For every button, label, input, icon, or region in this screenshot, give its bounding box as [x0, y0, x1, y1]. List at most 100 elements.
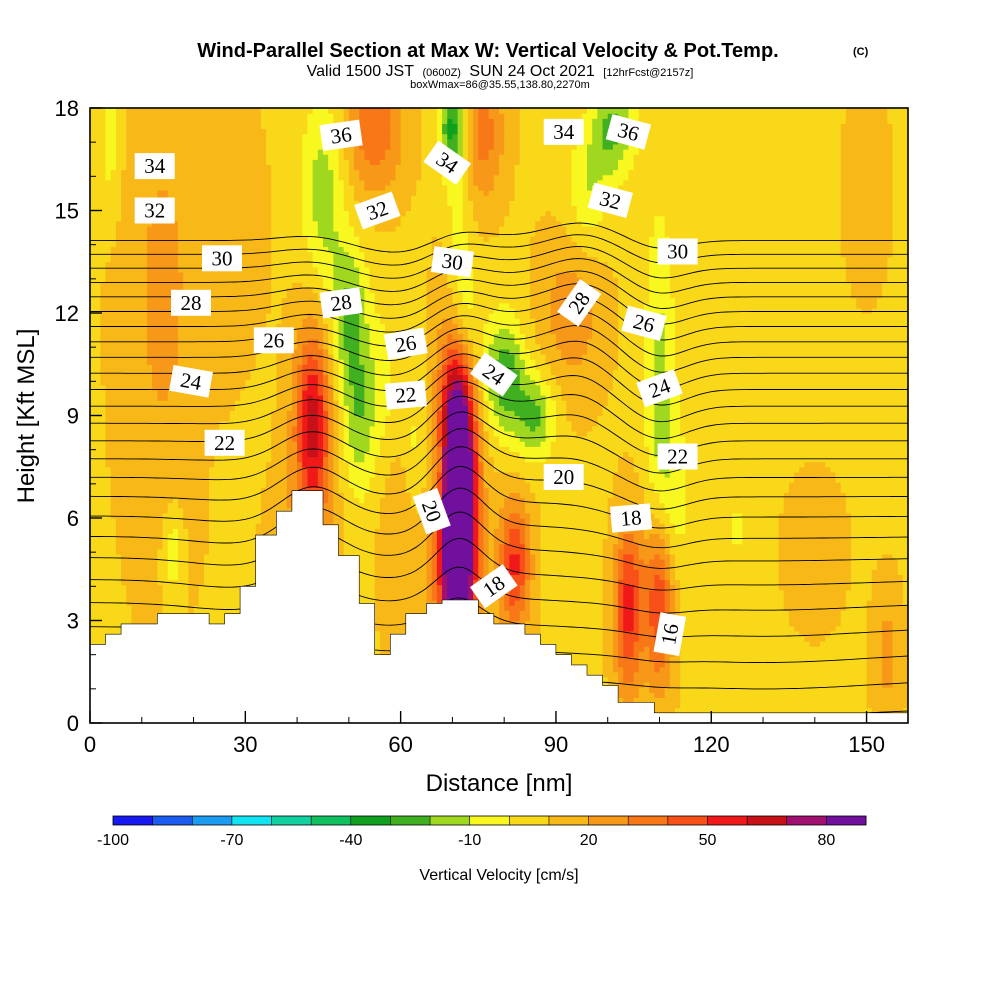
w-cell [555, 564, 562, 570]
w-cell [757, 620, 764, 627]
w-cell [493, 615, 500, 622]
w-cell [851, 702, 857, 709]
w-cell [664, 564, 671, 570]
w-cell [902, 702, 908, 709]
w-cell [882, 589, 888, 596]
w-cell [851, 707, 857, 714]
w-cell [209, 584, 215, 591]
w-cell [757, 610, 764, 616]
w-cell [882, 630, 888, 637]
w-cell [234, 605, 241, 611]
w-cell [421, 605, 428, 611]
w-cell [685, 656, 692, 663]
w-cell [664, 656, 671, 663]
w-cell [638, 692, 645, 698]
w-cell [726, 630, 733, 637]
w-cell [95, 594, 101, 601]
w-cell [664, 594, 671, 601]
w-cell [224, 559, 231, 565]
w-cell [643, 579, 650, 586]
w-cell [162, 574, 169, 581]
w-cell [379, 651, 386, 657]
w-cell [659, 569, 666, 575]
w-cell [669, 584, 676, 591]
w-cell [421, 559, 428, 565]
w-cell [250, 569, 257, 575]
w-cell [379, 635, 386, 642]
w-cell [405, 579, 412, 586]
w-cell [845, 574, 852, 581]
w-cell [840, 707, 847, 714]
w-cell [835, 671, 842, 678]
w-cell [799, 692, 806, 698]
w-cell [809, 564, 816, 570]
w-cell [509, 610, 516, 616]
w-cell [840, 584, 847, 591]
w-cell [814, 646, 821, 652]
w-cell [561, 579, 567, 586]
w-cell [587, 589, 593, 596]
w-cell [623, 646, 630, 652]
w-cell [592, 605, 598, 611]
w-cell [716, 697, 723, 704]
w-cell [695, 671, 702, 678]
w-cell [773, 676, 780, 683]
w-cell [100, 594, 107, 601]
w-cell [871, 630, 878, 637]
w-cell [737, 687, 743, 693]
w-cell [716, 589, 723, 596]
w-cell [845, 666, 852, 673]
w-cell [628, 671, 635, 678]
w-cell [162, 605, 169, 611]
w-cell [385, 579, 391, 586]
w-cell [690, 574, 697, 581]
w-cell [721, 676, 728, 683]
w-cell [742, 641, 749, 647]
w-cell [499, 605, 505, 611]
w-cell [592, 671, 598, 678]
w-cell [654, 569, 661, 575]
w-cell [473, 574, 479, 581]
w-cell [105, 615, 112, 622]
w-cell [410, 589, 417, 596]
w-cell [731, 630, 738, 637]
w-cell [504, 610, 510, 616]
w-cell [669, 569, 676, 575]
w-cell [519, 564, 526, 570]
w-cell [198, 559, 205, 565]
w-cell [659, 600, 666, 606]
w-cell [794, 615, 800, 622]
w-cell [851, 641, 857, 647]
w-cell [737, 584, 743, 591]
w-cell [721, 671, 728, 678]
w-cell [198, 579, 205, 586]
w-cell [162, 600, 169, 606]
w-cell [721, 687, 728, 693]
w-cell [555, 630, 562, 637]
w-cell [385, 610, 391, 616]
w-cell [597, 661, 604, 668]
w-cell [561, 615, 567, 622]
w-cell [566, 620, 573, 627]
w-cell [581, 661, 588, 668]
w-cell [685, 605, 692, 611]
w-cell [555, 600, 562, 606]
w-cell [581, 574, 588, 581]
w-cell [695, 589, 702, 596]
w-cell [752, 625, 759, 632]
w-cell [390, 579, 397, 586]
w-cell [566, 605, 573, 611]
w-cell [447, 584, 454, 591]
w-cell [664, 579, 671, 586]
w-cell [519, 620, 526, 627]
w-cell [524, 615, 531, 622]
w-cell [141, 594, 148, 601]
w-cell [866, 707, 873, 714]
w-cell [845, 620, 852, 627]
w-cell [359, 559, 365, 565]
w-cell [825, 605, 831, 611]
w-cell [897, 564, 904, 570]
w-cell [555, 559, 562, 565]
w-cell [700, 564, 707, 570]
w-cell [364, 564, 371, 570]
